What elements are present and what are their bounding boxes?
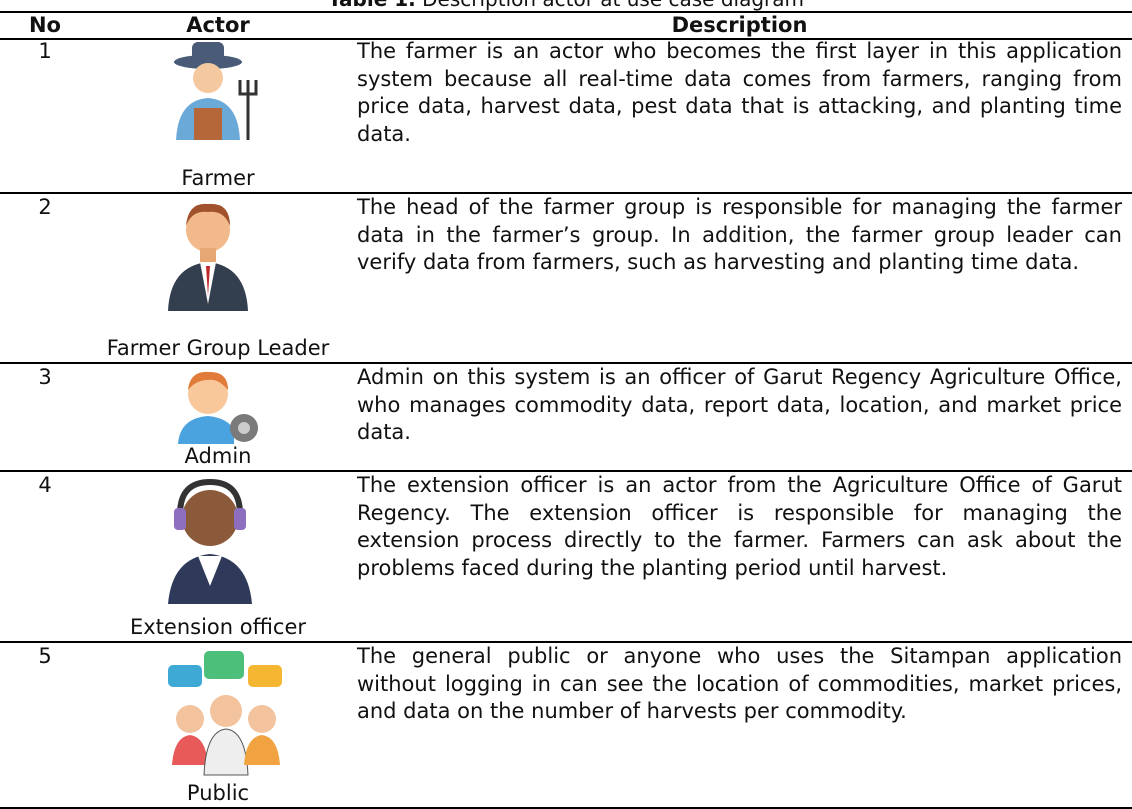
actor-cell: Public (90, 643, 346, 807)
actor-icon (168, 645, 288, 790)
table-row: 3 Admin Admin on this system is an officer… (0, 364, 1132, 472)
actor-icon (168, 196, 268, 321)
icon (168, 203, 248, 311)
actor-name: Farmer Group Leader (106, 336, 330, 360)
caption: Table 1. Description actor at use case d… (0, 0, 1132, 11)
no-cell: 1 (38, 39, 52, 63)
actor-icon (168, 40, 268, 155)
no-cell: 4 (38, 473, 52, 497)
no-cell: 5 (38, 644, 52, 668)
actor-name: Extension officer (129, 615, 307, 639)
header-cell: No (28, 13, 61, 37)
icon (168, 651, 282, 776)
no-cell: 3 (38, 365, 52, 389)
icon (174, 42, 258, 140)
header-cell: Actor (186, 13, 250, 37)
description-cell: The head of the farmer group is responsi… (357, 194, 1122, 362)
header-cell: Description (671, 13, 808, 37)
description: The head of the farmer group is responsi… (357, 195, 1122, 274)
header-row: No Actor Description (0, 11, 1132, 40)
description-cell: Admin on this system is an officer of Ga… (357, 364, 1122, 470)
actor-cell: Extension officer (90, 472, 346, 641)
description-cell: The general public or anyone who uses th… (357, 643, 1122, 807)
icon (168, 478, 252, 604)
caption-text: Description actor at use case diagram (422, 0, 804, 11)
description: The general public or anyone who uses th… (357, 644, 1122, 723)
actor-icon (168, 474, 268, 619)
description: The farmer is an actor who becomes the f… (357, 39, 1122, 146)
table-row: 5 Public The general public or anyone who … (0, 643, 1132, 809)
caption-label: Table 1. (328, 0, 416, 11)
actor-icon (168, 366, 268, 451)
table-row: 2 Farmer Group Leader The head of the farm… (0, 194, 1132, 364)
description-cell: The extension officer is an actor from t… (357, 472, 1122, 641)
description: Admin on this system is an officer of Ga… (357, 365, 1122, 444)
description-cell: The farmer is an actor who becomes the f… (357, 38, 1122, 192)
actor-cell: Admin (90, 364, 346, 470)
table-row: 4 Extension officer The extension officer … (0, 472, 1132, 643)
actor-name: Public (186, 781, 250, 805)
table-row: 1 Farmer The farmer is an actor who become… (0, 38, 1132, 194)
description: The extension officer is an actor from t… (357, 473, 1122, 580)
actor-name: Farmer (181, 166, 255, 190)
icon (178, 371, 258, 444)
actor-name: Admin (184, 444, 252, 468)
actor-cell: Farmer Group Leader (90, 194, 346, 362)
actor-cell: Farmer (90, 38, 346, 192)
no-cell: 2 (38, 195, 52, 219)
